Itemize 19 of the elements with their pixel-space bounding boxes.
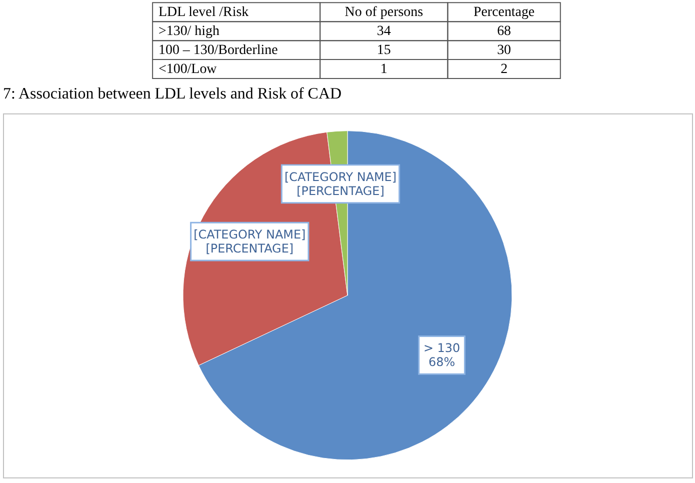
text: 2 <box>500 62 508 77</box>
text: 68 <box>497 24 512 40</box>
slice-label: > 130 <box>423 341 460 356</box>
text: 30 <box>497 43 512 58</box>
text: 100 – 130/Borderline <box>158 43 278 58</box>
text: 15 <box>376 43 391 58</box>
data-label: 68% <box>428 355 456 370</box>
text: <100/Low <box>158 62 217 77</box>
chart-title: 7: Association between LDL levels and Risk of CAD <box>2 85 342 102</box>
text: 1 <box>380 62 388 77</box>
text: Percentage <box>473 5 535 20</box>
text: >130/ high <box>158 24 220 40</box>
data-label: [PERCENTAGE] <box>296 184 384 198</box>
slice-label: [CATEGORY NAME] <box>194 228 306 242</box>
data-label: [PERCENTAGE] <box>206 242 294 256</box>
slice-label: [CATEGORY NAME] <box>284 170 397 184</box>
text: 34 <box>376 24 391 40</box>
text: LDL level /Risk <box>158 5 249 20</box>
text: No of persons <box>344 5 423 20</box>
